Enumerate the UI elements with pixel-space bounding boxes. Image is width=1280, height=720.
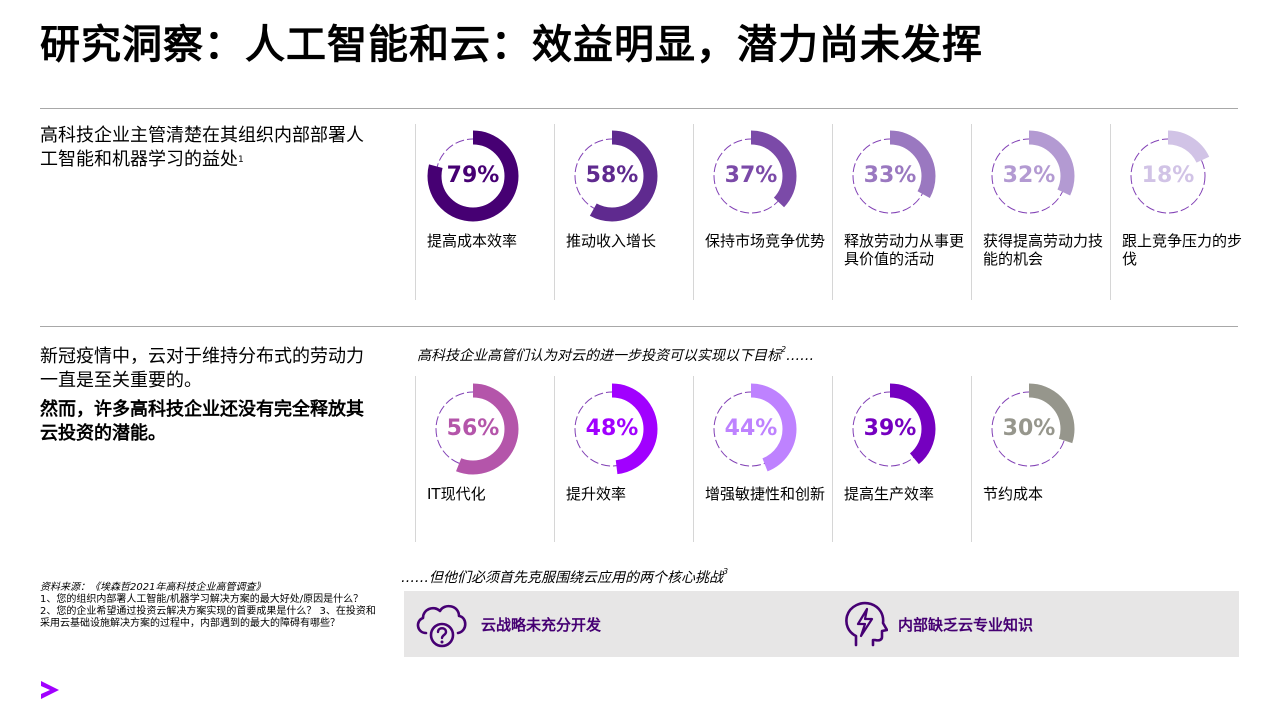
percent-value: 56% xyxy=(446,416,500,441)
metric-label: IT现代化 xyxy=(427,485,486,503)
donut-value-arc xyxy=(705,130,797,222)
footnote-ref-1: 1 xyxy=(238,155,244,165)
section-divider-2 xyxy=(40,326,1238,327)
section3-subhead: ……但他们必须首先克服围绕云应用的两个核心挑战3 xyxy=(401,567,729,586)
footnote-ref-3: 3 xyxy=(723,567,729,576)
column-divider xyxy=(832,124,833,300)
column-divider xyxy=(971,376,972,542)
brand-chevron-icon xyxy=(41,681,59,699)
metric-label: 提高成本效率 xyxy=(427,232,518,250)
challenge-label: 云战略未充分开发 xyxy=(481,616,602,634)
percent-value: 18% xyxy=(1141,163,1195,188)
column-divider xyxy=(693,124,694,300)
metric-label: 保持市场竞争优势 xyxy=(705,232,826,250)
column-divider xyxy=(415,124,416,300)
challenges-panel: 云战略未充分开发 内部缺乏云专业知识 xyxy=(404,591,1239,657)
percent-value: 33% xyxy=(863,163,917,188)
percent-value: 58% xyxy=(585,163,639,188)
footnote-ref-2: 2 xyxy=(781,345,787,354)
donut-chart xyxy=(844,383,936,475)
donut-value-arc xyxy=(1122,130,1214,222)
column-divider xyxy=(971,124,972,300)
donut-chart xyxy=(983,383,1075,475)
percent-value: 44% xyxy=(724,416,778,441)
donut-chart xyxy=(566,130,658,222)
head-lightning-icon xyxy=(845,601,888,647)
sources-title: 资料来源：《埃森哲2021年高科技企业高管调查》 xyxy=(40,582,266,593)
donut-value-arc xyxy=(983,130,1075,222)
sources-body: 1、您的组织内部署人工智能/机器学习解决方案的最大好处/原因是什么？ 2、您的企… xyxy=(40,594,376,629)
sources-note: 资料来源：《埃森哲2021年高科技企业高管调查》 1、您的组织内部署人工智能/机… xyxy=(40,582,380,630)
percent-value: 30% xyxy=(1002,416,1056,441)
column-divider xyxy=(554,124,555,300)
cloud-question-icon xyxy=(416,604,467,648)
metric-label: 释放劳动力从事更具价值的活动 xyxy=(844,232,965,268)
donut-value-arc xyxy=(844,130,936,222)
metric-label: 跟上竞争压力的步伐 xyxy=(1122,232,1243,268)
percent-value: 32% xyxy=(1002,163,1056,188)
donut-value-arc xyxy=(566,130,658,222)
percent-value: 39% xyxy=(863,416,917,441)
donut-chart xyxy=(705,383,797,475)
metric-label: 提高生产效率 xyxy=(844,485,935,503)
donut-value-arc xyxy=(983,383,1075,475)
donut-value-arc xyxy=(427,383,519,475)
percent-value: 48% xyxy=(585,416,639,441)
metric-label: 获得提高劳动力技能的机会 xyxy=(983,232,1104,268)
donut-chart xyxy=(705,130,797,222)
challenge-label: 内部缺乏云专业知识 xyxy=(898,616,1034,634)
percent-value: 79% xyxy=(446,163,500,188)
column-divider xyxy=(415,376,416,542)
metric-label: 推动收入增长 xyxy=(566,232,657,250)
column-divider xyxy=(1110,124,1111,300)
column-divider xyxy=(832,376,833,542)
donut-track xyxy=(1130,138,1206,214)
donut-chart xyxy=(427,383,519,475)
column-divider xyxy=(554,376,555,542)
donut-value-arc xyxy=(705,383,797,475)
donut-chart xyxy=(566,383,658,475)
metric-label: 节约成本 xyxy=(983,485,1044,503)
donut-chart xyxy=(983,130,1075,222)
metric-label: 提升效率 xyxy=(566,485,627,503)
section2-subhead: 高科技企业高管们认为对云的进一步投资可以实现以下目标2…… xyxy=(417,345,815,364)
donut-value-arc xyxy=(844,383,936,475)
donut-chart xyxy=(1122,130,1214,222)
section1-intro: 高科技企业主管清楚在其组织内部部署人工智能和机器学习的益处1 xyxy=(40,125,364,170)
donut-chart xyxy=(844,130,936,222)
column-divider xyxy=(693,376,694,542)
percent-value: 37% xyxy=(724,163,778,188)
donut-chart xyxy=(427,130,519,222)
section2-intro-bold: 然而，许多高科技企业还没有完全释放其云投资的潜能。 xyxy=(40,399,364,444)
section2-intro: 新冠疫情中，云对于维持分布式的劳动力一直是至关重要的。 xyxy=(40,346,364,391)
section-divider-1 xyxy=(40,108,1238,109)
page-title: 研究洞察：人工智能和云：效益明显，潜力尚未发挥 xyxy=(40,22,983,68)
donut-value-arc xyxy=(427,130,519,222)
metric-label: 增强敏捷性和创新 xyxy=(705,485,826,503)
donut-value-arc xyxy=(566,383,658,475)
